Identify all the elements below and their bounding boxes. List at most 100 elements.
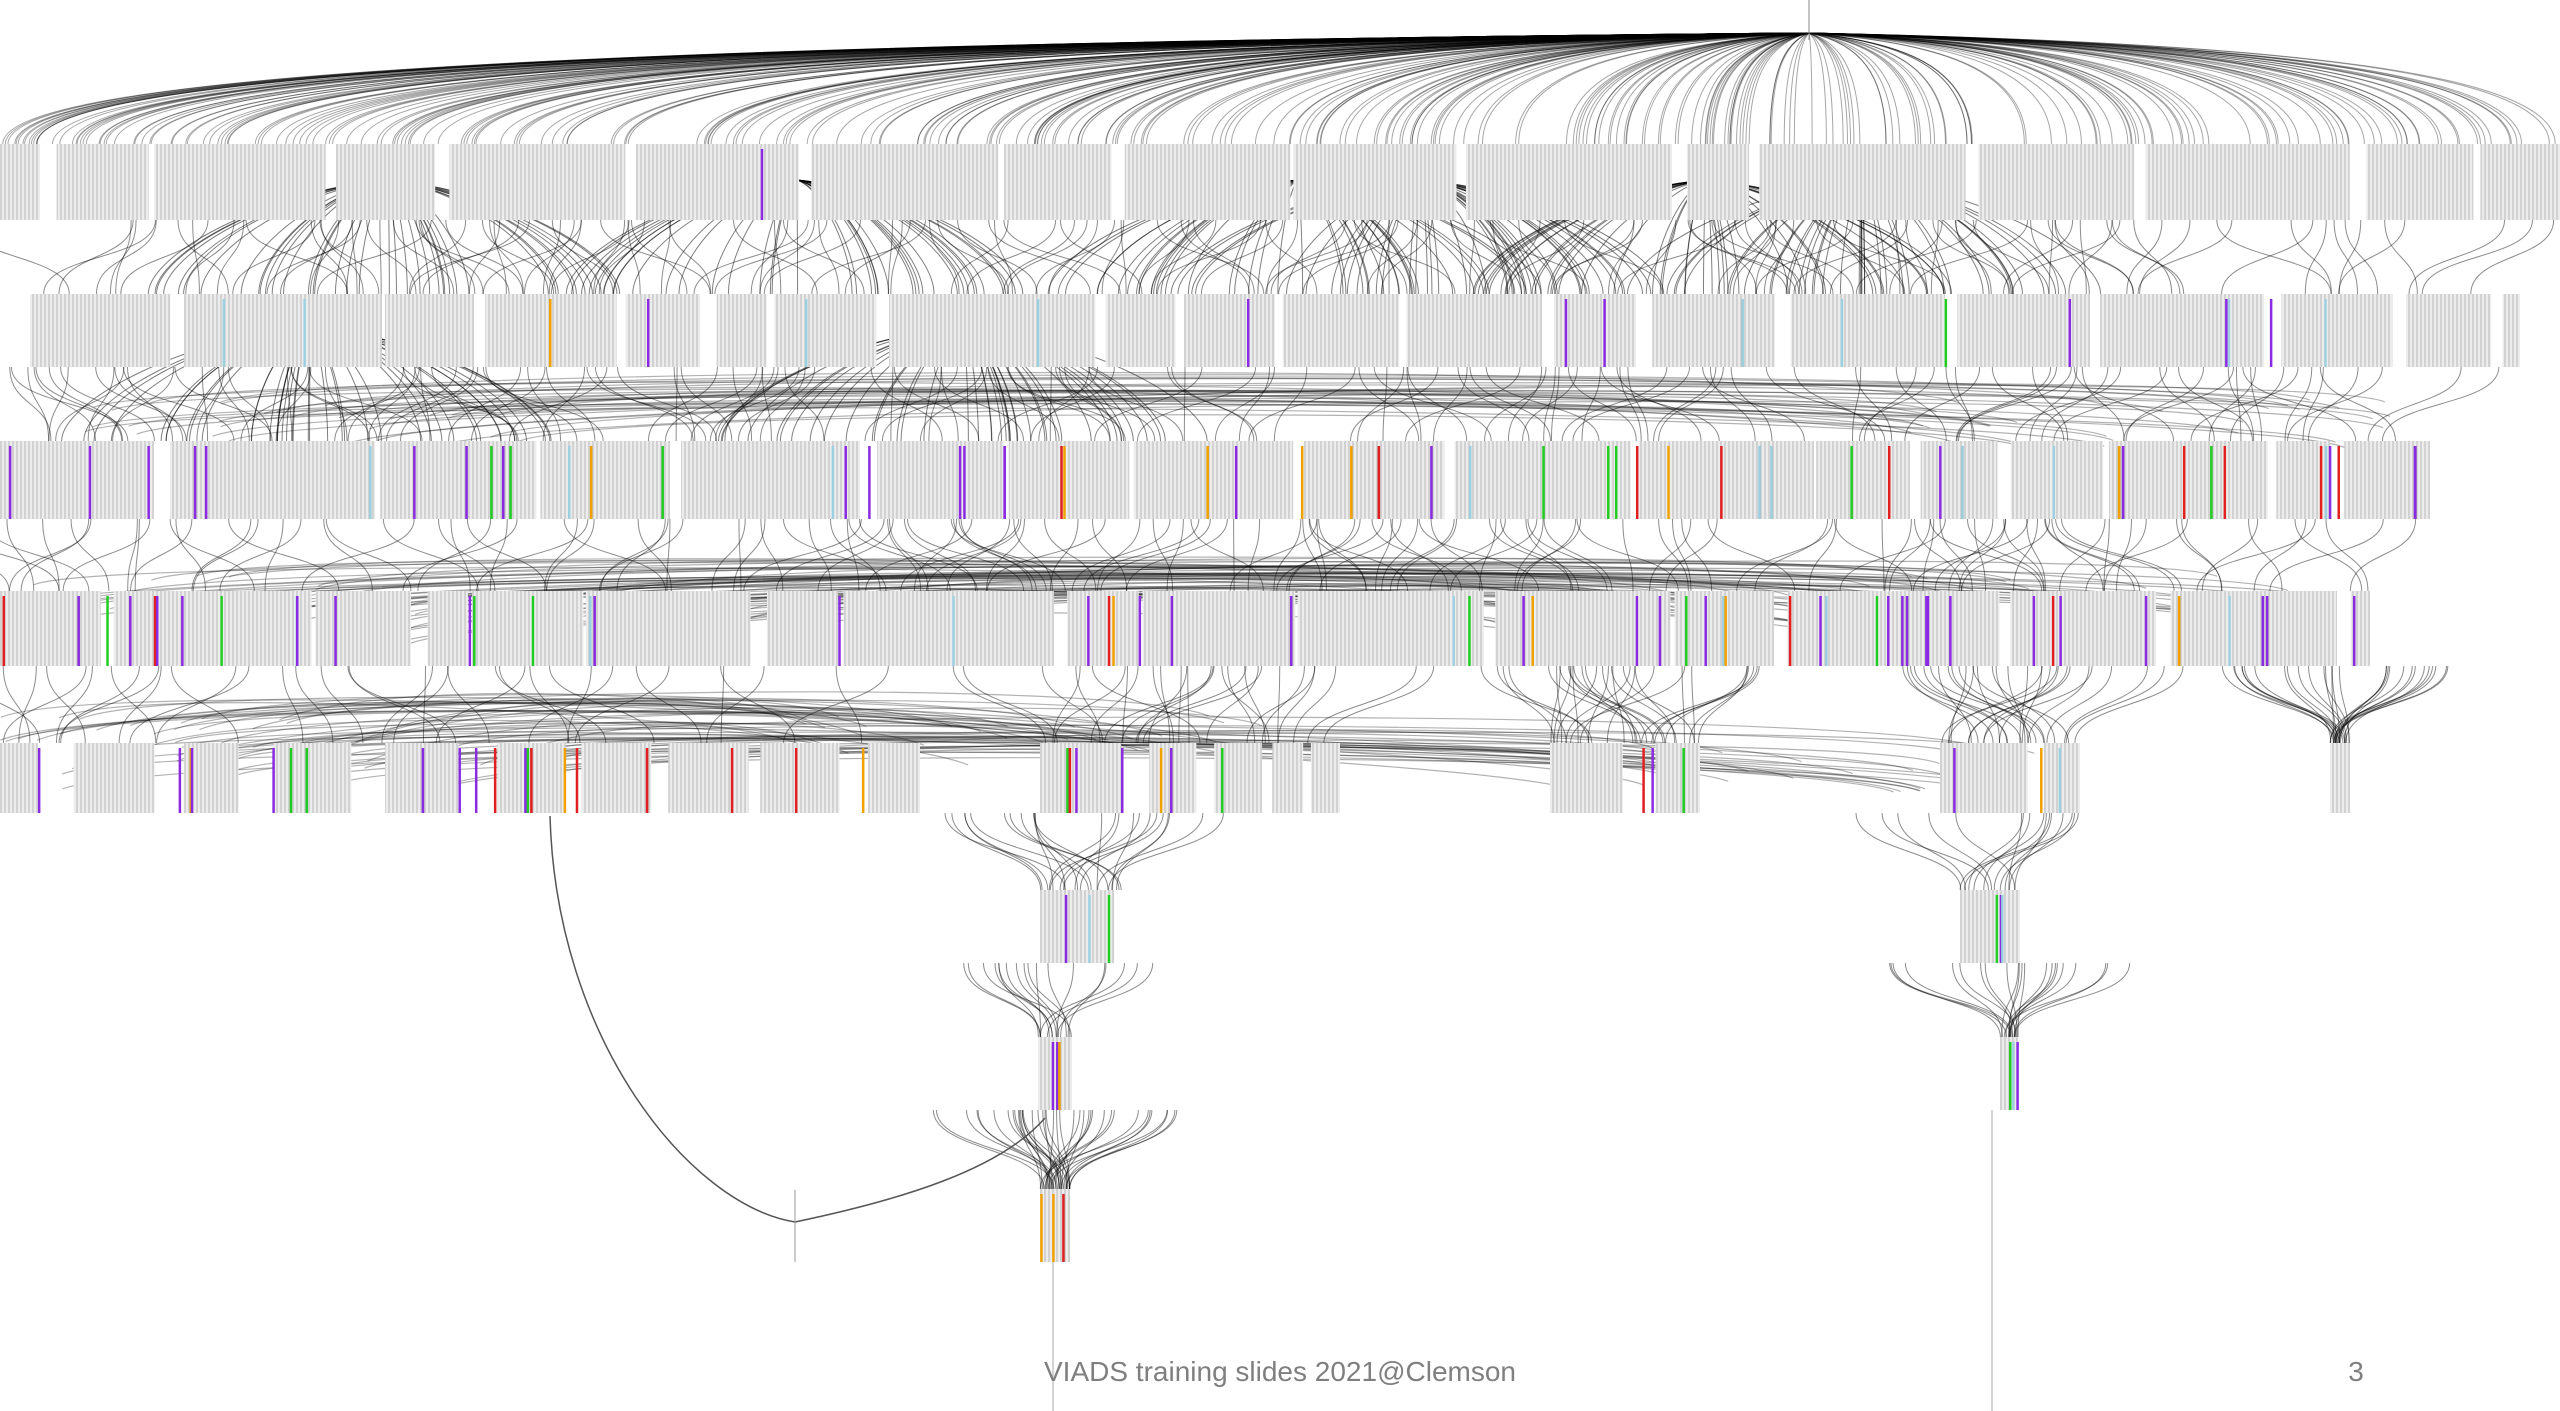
edge <box>320 665 364 744</box>
edge <box>508 366 608 442</box>
edge <box>1783 32 1810 145</box>
edge <box>1064 366 1123 442</box>
edge <box>594 366 694 442</box>
edge <box>279 692 826 729</box>
edge <box>1704 32 1810 145</box>
edge <box>2338 219 2406 295</box>
edge <box>516 32 1810 145</box>
edge <box>523 219 575 295</box>
edge <box>1954 219 2010 295</box>
edge <box>245 219 348 295</box>
edge <box>675 366 678 442</box>
edge <box>917 32 1810 145</box>
edge <box>216 219 245 295</box>
edge <box>1502 665 1555 744</box>
edge <box>1995 665 2029 744</box>
edge <box>2126 219 2163 295</box>
edge <box>1114 32 1810 145</box>
edge <box>351 219 358 295</box>
edge <box>2247 518 2283 592</box>
edge <box>2290 219 2332 295</box>
edge <box>95 366 187 442</box>
edge <box>422 665 426 744</box>
edge <box>1808 32 2299 145</box>
edge <box>967 962 1041 1038</box>
edge <box>170 665 239 744</box>
edge <box>299 32 1810 145</box>
edge <box>1884 518 1912 592</box>
edge <box>1649 518 1692 592</box>
edge <box>1734 219 1803 295</box>
edge <box>1808 32 1887 145</box>
edge <box>133 32 1810 145</box>
edge <box>1912 518 2029 592</box>
edge <box>680 366 733 442</box>
edge <box>1112 812 1135 891</box>
edge <box>976 1109 1059 1190</box>
edge <box>1416 32 1810 145</box>
edge <box>1074 812 1120 891</box>
edge <box>528 735 1921 790</box>
edge <box>1972 665 2070 744</box>
edge <box>2055 518 2175 592</box>
edge <box>1543 366 1556 442</box>
node-block <box>1940 743 2028 813</box>
edge <box>451 390 2384 429</box>
edge <box>2297 665 2346 744</box>
edge <box>598 518 684 592</box>
edge <box>2013 962 2107 1038</box>
edge <box>344 711 1133 748</box>
edge <box>1808 32 2027 145</box>
edge <box>829 518 881 592</box>
edge <box>1145 32 1810 145</box>
edge <box>1418 518 1540 592</box>
edge <box>2323 665 2350 744</box>
edge <box>1035 962 1042 1038</box>
node-block <box>1142 591 1296 666</box>
edge <box>1058 366 1122 442</box>
edge <box>1046 962 1138 1038</box>
edge <box>1934 518 2007 592</box>
edge <box>199 702 1008 739</box>
edge <box>169 518 255 592</box>
edge <box>998 962 1053 1038</box>
edge <box>1586 32 1810 145</box>
edge <box>741 32 1810 145</box>
edge <box>2014 812 2047 891</box>
edge <box>929 32 1810 145</box>
edge <box>150 32 1810 145</box>
edge <box>1156 219 1262 295</box>
edge <box>1405 366 1521 442</box>
node-block <box>1790 294 1946 367</box>
edge <box>1027 32 1810 145</box>
edge <box>913 518 958 592</box>
edge <box>1042 1109 1113 1190</box>
edge <box>1112 32 1810 145</box>
edge <box>346 32 1810 145</box>
edge <box>1808 32 2349 145</box>
edge <box>2177 366 2253 442</box>
edge <box>1049 1109 1055 1190</box>
edge <box>1993 812 2051 891</box>
edge <box>2331 665 2335 744</box>
edge <box>2009 962 2077 1038</box>
edge <box>493 219 507 295</box>
edge <box>1044 1109 1115 1190</box>
edge <box>1096 812 1103 891</box>
edge <box>1570 665 1686 744</box>
edge <box>448 366 522 442</box>
edge <box>1396 518 1458 592</box>
node-block <box>2350 591 2370 666</box>
edge <box>1619 366 1642 442</box>
edge <box>1691 32 1810 145</box>
edge <box>1390 518 1449 592</box>
edge <box>1808 32 2439 145</box>
edge <box>1266 219 1299 295</box>
edge <box>1063 812 1164 891</box>
node-block <box>56 144 149 220</box>
edge <box>1808 32 1968 145</box>
edge <box>1171 366 1255 442</box>
edge <box>1789 32 1810 145</box>
edge <box>1711 32 1810 145</box>
edge <box>989 32 1810 145</box>
